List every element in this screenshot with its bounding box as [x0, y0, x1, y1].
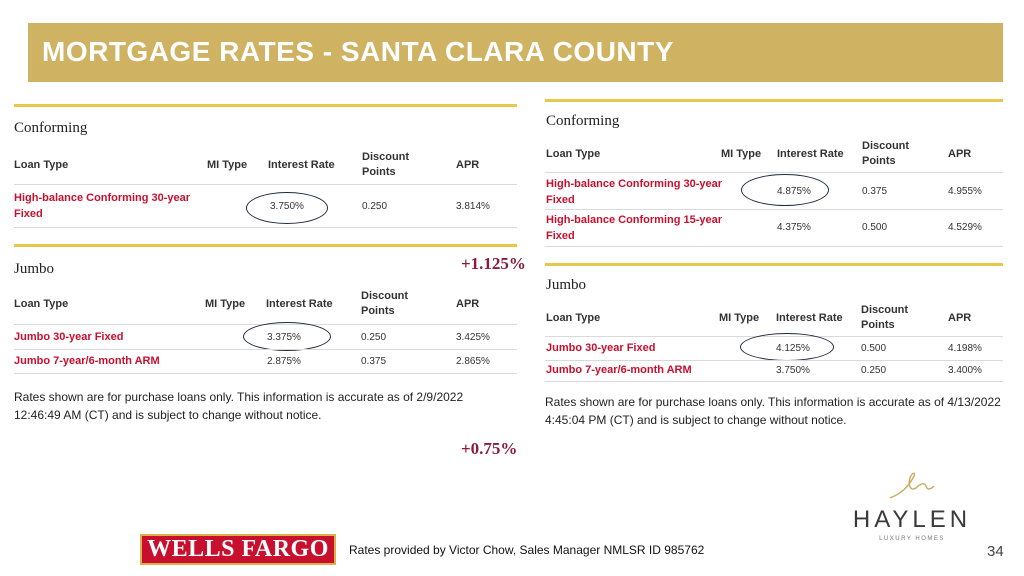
discount-points-cell: 0.375 [862, 186, 888, 197]
gold-divider [14, 104, 517, 107]
loan-type-cell: Jumbo 30-year Fixed [546, 342, 656, 354]
page-number: 34 [987, 543, 1004, 560]
row-divider [14, 349, 517, 350]
header-interest-rate: Interest Rate [776, 312, 843, 324]
interest-rate-cell: 4.375% [777, 222, 811, 233]
row-divider [14, 373, 517, 374]
discount-points-cell: 0.500 [862, 222, 888, 233]
loan-type-cell: Jumbo 7-year/6-month ARM [546, 364, 692, 376]
header-discount-points: Discount Points [861, 304, 909, 331]
haylen-logo: HAYLEN LUXURY HOMES [846, 466, 978, 546]
loan-type-cell: Jumbo 30-year Fixed [14, 331, 124, 343]
section-title-conforming: Conforming [546, 113, 620, 129]
gold-divider [545, 99, 1003, 102]
apr-cell: 3.814% [456, 201, 490, 212]
interest-rate-cell: 3.750% [776, 365, 810, 376]
header-loan-type: Loan Type [546, 148, 601, 160]
apr-cell: 4.198% [948, 343, 982, 354]
header-discount-points: Discount Points [362, 151, 410, 178]
header-apr: APR [948, 312, 972, 324]
row-divider [545, 209, 1003, 210]
apr-cell: 2.865% [456, 356, 490, 367]
loan-type-cell: Jumbo 7-year/6-month ARM [14, 355, 160, 367]
section-title-conforming: Conforming [14, 120, 88, 136]
header-mi-type: MI Type [721, 148, 762, 160]
header-interest-rate: Interest Rate [266, 298, 333, 310]
header-discount-points: Discount Points [361, 290, 409, 317]
discount-points-cell: 0.375 [361, 356, 387, 367]
gold-divider [14, 244, 517, 247]
discount-points-cell: 0.250 [362, 201, 388, 212]
header-apr: APR [456, 159, 480, 171]
header-mi-type: MI Type [719, 312, 760, 324]
header-mi-type: MI Type [205, 298, 246, 310]
loan-type-cell: High-balance Conforming 30-year Fixed [546, 178, 723, 206]
header-interest-rate: Interest Rate [777, 148, 844, 160]
brand-name: HAYLEN [852, 506, 972, 533]
row-divider [14, 184, 517, 185]
header-loan-type: Loan Type [546, 312, 601, 324]
row-divider [545, 360, 1003, 361]
apr-cell: 3.425% [456, 332, 490, 343]
rate-change-label: +1.125% [461, 254, 526, 273]
highlight-circle [741, 174, 829, 206]
header-apr: APR [456, 298, 480, 310]
header-mi-type: MI Type [207, 159, 248, 171]
loan-type-cell: High-balance Conforming 15-year Fixed [546, 214, 723, 242]
row-divider [545, 246, 1003, 247]
highlight-circle [243, 322, 331, 351]
highlight-circle [740, 333, 834, 361]
apr-cell: 3.400% [948, 365, 982, 376]
discount-points-cell: 0.500 [861, 343, 887, 354]
rate-change-label: +0.75% [461, 439, 518, 458]
row-divider [545, 381, 1003, 382]
loan-type-cell: High-balance Conforming 30-year Fixed [14, 192, 191, 220]
header-loan-type: Loan Type [14, 298, 69, 310]
wells-fargo-logo: WELLS FARGO [140, 534, 336, 565]
gold-divider [545, 263, 1003, 266]
disclaimer-note: Rates shown are for purchase loans only.… [14, 390, 464, 422]
header-loan-type: Loan Type [14, 159, 69, 171]
row-divider [545, 172, 1003, 173]
rates-credit: Rates provided by Victor Chow, Sales Man… [349, 543, 705, 557]
apr-cell: 4.529% [948, 222, 982, 233]
discount-points-cell: 0.250 [361, 332, 387, 343]
highlight-circle [246, 192, 328, 224]
header-interest-rate: Interest Rate [268, 159, 335, 171]
interest-rate-cell: 2.875% [267, 356, 301, 367]
section-title-jumbo: Jumbo [546, 277, 587, 293]
page-title: MORTGAGE RATES - SANTA CLARA COUNTY [28, 23, 1003, 82]
disclaimer-note: Rates shown are for purchase loans only.… [545, 395, 1001, 427]
section-title-jumbo: Jumbo [14, 261, 55, 277]
apr-cell: 4.955% [948, 186, 982, 197]
header-apr: APR [948, 148, 972, 160]
row-divider [14, 227, 517, 228]
discount-points-cell: 0.250 [861, 365, 887, 376]
header-discount-points: Discount Points [862, 140, 910, 167]
brand-tagline: LUXURY HOMES [879, 536, 945, 542]
haylen-mark-icon [889, 472, 935, 499]
